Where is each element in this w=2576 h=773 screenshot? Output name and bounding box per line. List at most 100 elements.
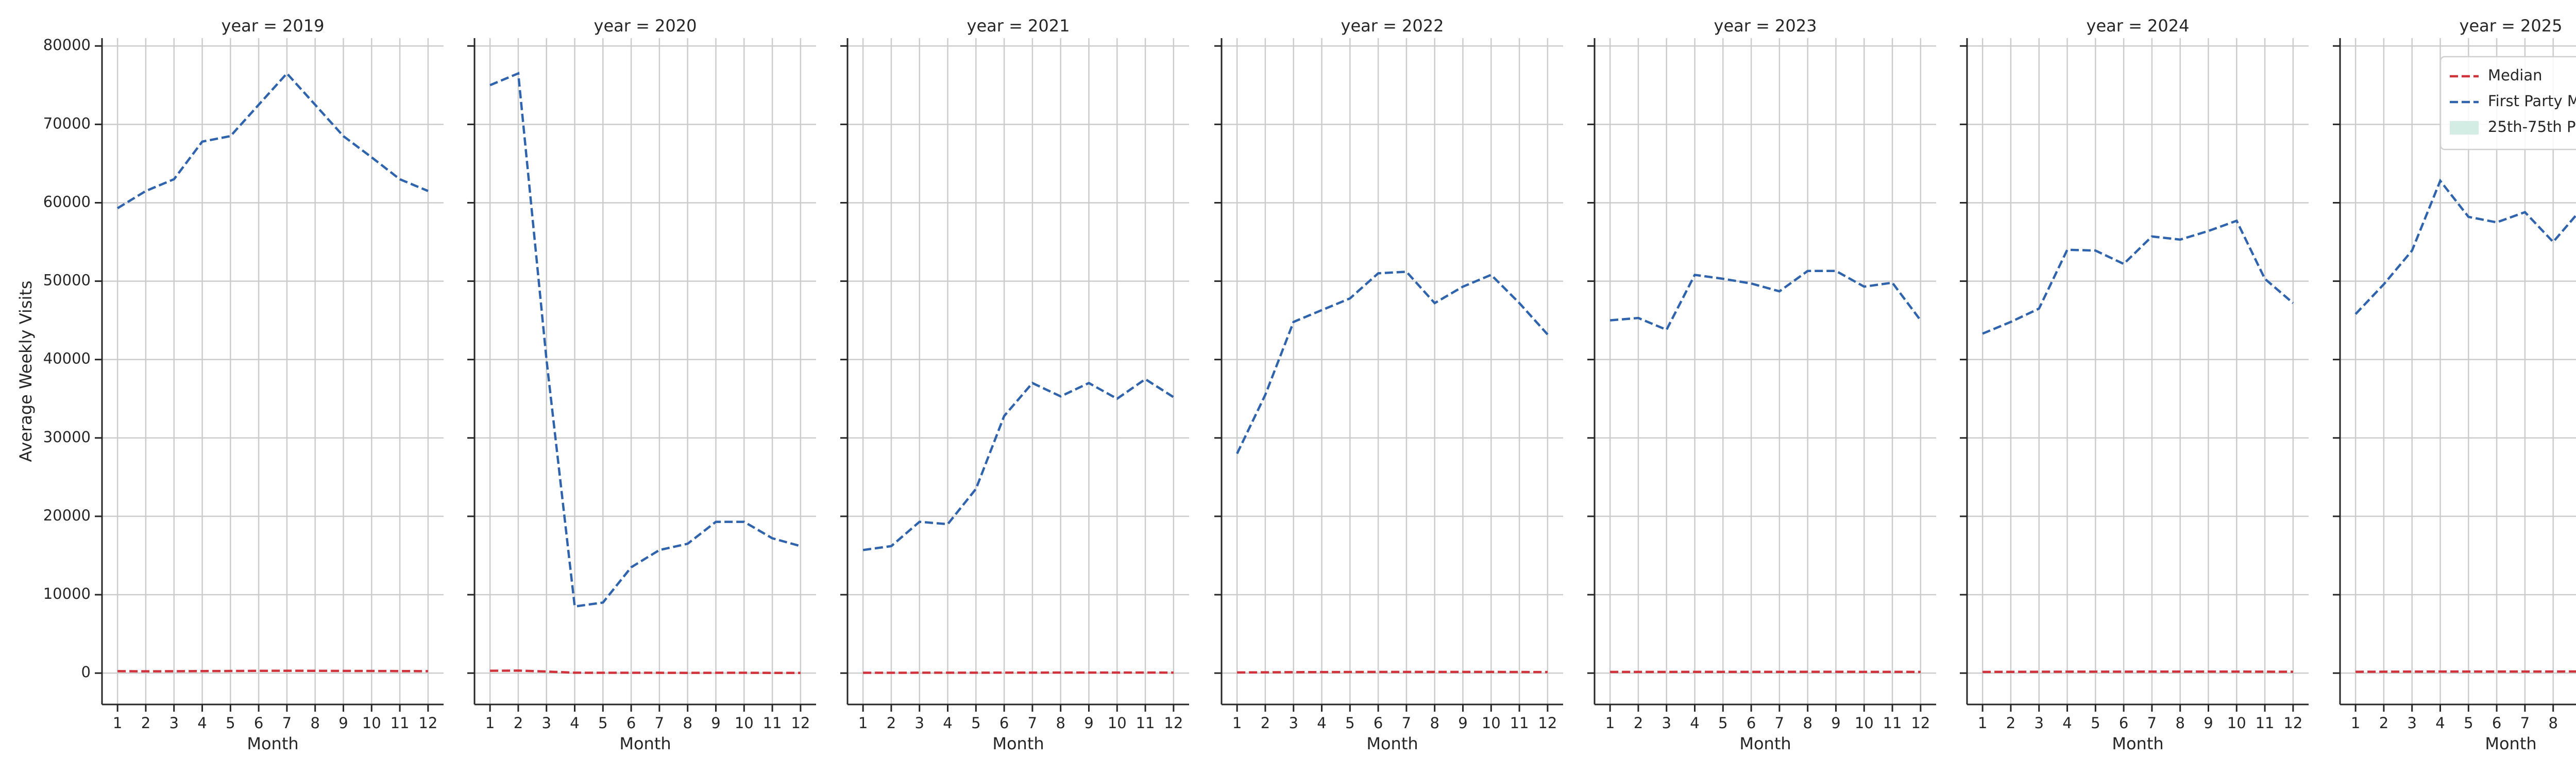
- x-axis-label: Month: [619, 734, 671, 753]
- x-tick-label: 3: [1662, 714, 1671, 732]
- x-tick-label: 5: [2091, 714, 2100, 732]
- x-tick-label: 11: [2256, 714, 2275, 732]
- legend-label: Median: [2488, 66, 2542, 84]
- x-tick-label: 6: [254, 714, 263, 732]
- x-tick-label: 11: [1510, 714, 1529, 732]
- x-tick-label: 4: [197, 714, 207, 732]
- x-tick-label: 2: [2379, 714, 2388, 732]
- x-tick-label: 2: [887, 714, 896, 732]
- x-tick-label: 3: [914, 714, 924, 732]
- x-axis-label: Month: [2112, 734, 2163, 753]
- panel-title: year = 2025: [2460, 16, 2563, 36]
- x-tick-label: 11: [391, 714, 410, 732]
- series-line: [1982, 670, 2293, 674]
- x-tick-label: 1: [2351, 714, 2360, 732]
- x-tick-label: 6: [1374, 714, 1383, 732]
- y-tick-label: 40000: [43, 350, 91, 367]
- x-tick-label: 10: [735, 714, 754, 732]
- x-tick-label: 2: [514, 714, 523, 732]
- x-tick-label: 9: [2204, 714, 2213, 732]
- x-tick-label: 2: [1634, 714, 1643, 732]
- series-line: [2354, 178, 2576, 315]
- panel-title: year = 2024: [2087, 16, 2190, 36]
- series-line: [862, 378, 1175, 551]
- x-tick-label: 5: [598, 714, 607, 732]
- x-tick-label: 7: [2520, 714, 2530, 732]
- x-tick-label: 4: [1690, 714, 1699, 732]
- x-tick-label: 9: [711, 714, 720, 732]
- x-tick-label: 3: [1289, 714, 1298, 732]
- panel-title: year = 2021: [967, 16, 1070, 36]
- x-tick-label: 8: [2175, 714, 2184, 732]
- x-tick-label: 4: [2062, 714, 2072, 732]
- x-tick-label: 2: [1261, 714, 1270, 732]
- x-tick-label: 7: [1028, 714, 1037, 732]
- x-tick-label: 12: [1911, 714, 1930, 732]
- x-tick-label: 1: [858, 714, 868, 732]
- x-axis-label: Month: [1366, 734, 1418, 753]
- y-tick-label: 20000: [43, 507, 91, 524]
- x-tick-label: 1: [1605, 714, 1615, 732]
- x-tick-label: 1: [485, 714, 495, 732]
- x-tick-label: 4: [570, 714, 579, 732]
- y-tick-label: 70000: [43, 114, 91, 132]
- x-tick-label: 9: [1084, 714, 1093, 732]
- x-tick-label: 8: [683, 714, 692, 732]
- x-tick-label: 7: [2147, 714, 2157, 732]
- x-tick-label: 8: [1430, 714, 1439, 732]
- panel-title: year = 2019: [222, 16, 325, 36]
- x-tick-label: 8: [1803, 714, 1812, 732]
- x-tick-label: 5: [971, 714, 980, 732]
- x-tick-label: 4: [2435, 714, 2445, 732]
- x-tick-label: 9: [1831, 714, 1840, 732]
- series-line: [1609, 270, 1922, 331]
- x-axis-label: Month: [992, 734, 1044, 753]
- series-line: [1237, 670, 1548, 674]
- x-tick-label: 12: [1164, 714, 1183, 732]
- x-tick-label: 2: [141, 714, 150, 732]
- series-line: [1982, 219, 2294, 335]
- x-tick-label: 5: [1345, 714, 1354, 732]
- x-tick-label: 10: [1108, 714, 1127, 732]
- x-tick-label: 6: [999, 714, 1009, 732]
- y-tick-label: 30000: [43, 428, 91, 446]
- x-tick-label: 6: [2492, 714, 2501, 732]
- x-tick-label: 6: [2119, 714, 2128, 732]
- x-tick-label: 6: [1747, 714, 1756, 732]
- x-axis-label: Month: [2485, 734, 2536, 753]
- legend-label: First Party Median: [2488, 92, 2576, 110]
- legend-swatch: [2450, 121, 2479, 135]
- series-line: [116, 72, 429, 210]
- x-tick-label: 11: [1883, 714, 1902, 732]
- legend-label: 25th-75th Percentile: [2488, 118, 2576, 136]
- x-tick-label: 3: [2034, 714, 2043, 732]
- x-tick-label: 3: [541, 714, 551, 732]
- x-tick-label: 7: [282, 714, 292, 732]
- x-tick-label: 9: [338, 714, 348, 732]
- y-tick-label: 60000: [43, 193, 91, 210]
- x-tick-label: 9: [1458, 714, 1467, 732]
- x-tick-label: 8: [1056, 714, 1065, 732]
- x-tick-label: 5: [1718, 714, 1727, 732]
- x-tick-label: 12: [1538, 714, 1557, 732]
- x-tick-label: 7: [655, 714, 664, 732]
- x-tick-label: 5: [2464, 714, 2473, 732]
- x-tick-label: 6: [626, 714, 636, 732]
- x-tick-label: 10: [1855, 714, 1874, 732]
- panel-title: year = 2020: [594, 16, 697, 36]
- x-tick-label: 8: [310, 714, 319, 732]
- x-tick-label: 3: [2407, 714, 2416, 732]
- y-tick-label: 80000: [43, 36, 91, 54]
- x-tick-label: 1: [113, 714, 122, 732]
- x-tick-label: 10: [362, 714, 381, 732]
- x-axis-label: Month: [247, 734, 298, 753]
- y-axis-label: Average Weekly Visits: [16, 280, 36, 462]
- y-tick-label: 50000: [43, 272, 91, 289]
- x-tick-label: 5: [226, 714, 235, 732]
- x-tick-label: 10: [2227, 714, 2246, 732]
- series-line: [2355, 670, 2576, 673]
- x-tick-label: 12: [2283, 714, 2302, 732]
- series-line: [1236, 271, 1549, 455]
- x-tick-label: 2: [2006, 714, 2015, 732]
